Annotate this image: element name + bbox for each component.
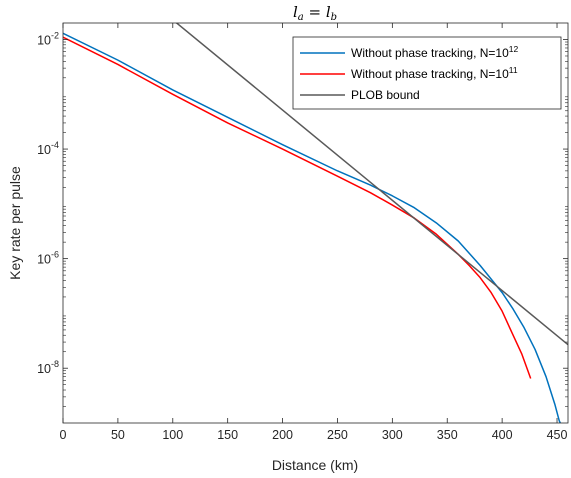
x-tick-label: 450 — [547, 428, 568, 442]
x-tick-label: 50 — [111, 428, 125, 442]
y-axis-label: Key rate per pulse — [7, 166, 23, 280]
series-line-0 — [63, 32, 562, 423]
x-tick-label: 0 — [60, 428, 67, 442]
x-tick-label: 100 — [162, 428, 183, 442]
y-tick-label: 10-4 — [37, 140, 59, 157]
legend-label-n11: Without phase tracking, N=1011 — [351, 65, 518, 81]
x-tick-label: 300 — [382, 428, 403, 442]
series-line-1 — [63, 36, 532, 379]
series-layer — [63, 23, 568, 423]
series-line-2 — [175, 23, 568, 346]
legend-box — [292, 36, 562, 110]
axes-box — [62, 22, 569, 424]
x-tick-label: 150 — [217, 428, 238, 442]
chart-title: la = lb — [293, 3, 337, 23]
x-axis-label: Distance (km) — [272, 457, 358, 473]
x-ticks: 0 50 100 150 200 250 300 350 400 450 — [60, 23, 568, 442]
y-tick-label: 10-6 — [37, 250, 59, 267]
y-ticks: 10-2 10-4 10-6 10-8 — [37, 30, 568, 407]
legend-label-plob: PLOB bound — [351, 88, 420, 102]
y-tick-label: 10-8 — [37, 359, 59, 376]
x-tick-label: 200 — [272, 428, 293, 442]
x-tick-label: 250 — [327, 428, 348, 442]
x-tick-label: 350 — [437, 428, 458, 442]
y-tick-label: 10-2 — [37, 30, 59, 47]
legend-label-n12: Without phase tracking, N=1012 — [351, 44, 518, 60]
legend: Without phase tracking, N=1012 Without p… — [292, 36, 562, 110]
x-tick-label: 400 — [492, 428, 513, 442]
